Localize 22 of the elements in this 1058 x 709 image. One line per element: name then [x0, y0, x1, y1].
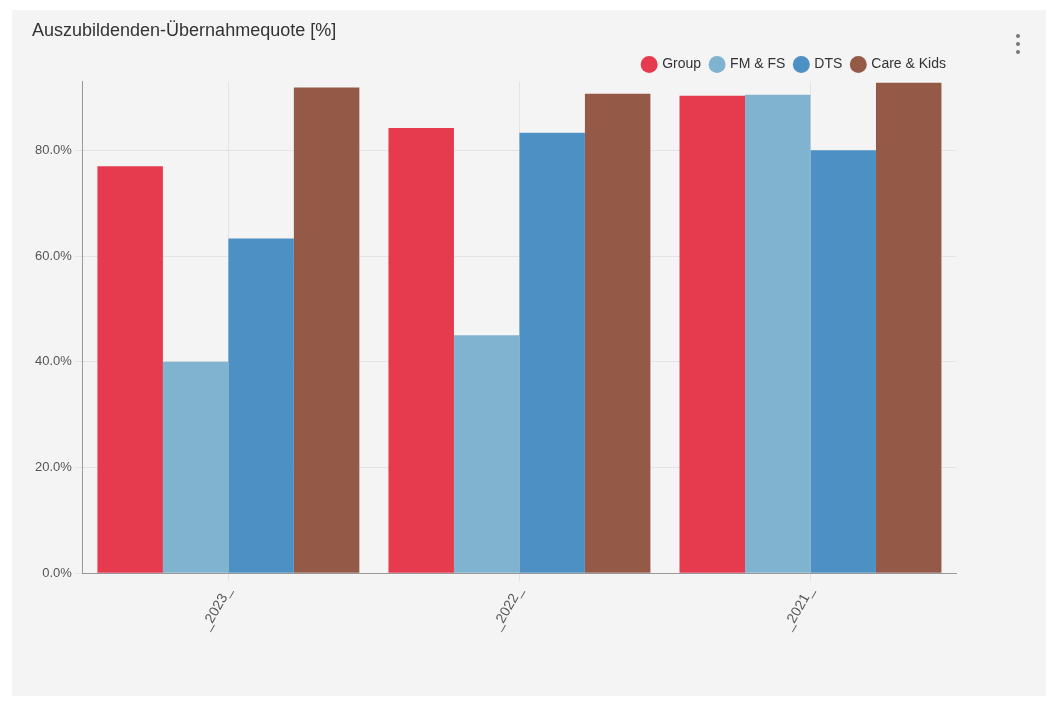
bar: [228, 238, 294, 573]
y-tick-label: 60.0%: [34, 247, 73, 263]
bar: [388, 128, 454, 573]
bar: [97, 166, 163, 573]
legend-label: FM & FS: [730, 55, 786, 72]
y-tick-label: 80.0%: [34, 141, 73, 157]
bar: [584, 93, 651, 573]
bar: [293, 87, 360, 573]
y-tick-label: 40.0%: [34, 353, 73, 369]
legend-label: Care & Kids: [871, 55, 947, 72]
legend-label: DTS: [814, 55, 843, 72]
legend-label: Group: [662, 55, 702, 72]
y-tick-label: 20.0%: [34, 459, 73, 475]
bar: [810, 150, 876, 573]
bar: [519, 132, 585, 573]
bar: [162, 361, 229, 573]
bar: [744, 94, 811, 573]
bar: [875, 82, 942, 573]
chart-title: Auszubildenden-Übernahmequote [%]: [32, 19, 337, 40]
y-tick-label: 0.0%: [42, 564, 73, 580]
bar: [453, 335, 520, 573]
bar: [679, 95, 745, 573]
